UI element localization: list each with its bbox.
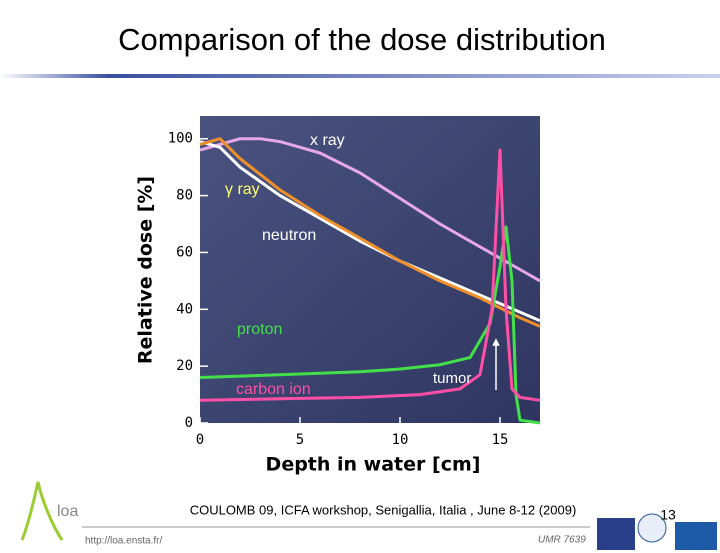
- series-label: γ ray: [225, 181, 260, 198]
- series-label: carbon ion: [236, 381, 311, 398]
- series-label: neutron: [262, 227, 316, 244]
- title-rule: [0, 74, 720, 78]
- x-tick-label: 15: [492, 432, 509, 448]
- y-tick-label: 60: [176, 244, 193, 260]
- logo-polytechnique: [597, 518, 635, 550]
- page-number: 13: [660, 507, 676, 523]
- series-label: x ray: [310, 132, 345, 149]
- x-axis-label: Depth in water [cm]: [266, 454, 481, 476]
- logo-mark: [20, 481, 64, 541]
- series-label: proton: [237, 321, 282, 338]
- series-line: [199, 225, 541, 425]
- y-tick-label: 80: [176, 188, 193, 204]
- x-tick-label: 10: [392, 432, 409, 448]
- y-tick-label: 100: [168, 131, 193, 147]
- series-line: [199, 137, 541, 283]
- x-tick-label: 0: [196, 432, 204, 448]
- citation: COULOMB 09, ICFA workshop, Senigallia, I…: [190, 502, 577, 517]
- annotation: tumor: [433, 370, 471, 387]
- logo-text: loa: [57, 503, 78, 520]
- slide-title: Comparison of the dose distribution: [118, 22, 606, 57]
- lab: UMR 7639: [538, 535, 586, 546]
- series-line: [199, 148, 541, 402]
- y-axis-label: Relative dose [%]: [135, 176, 157, 364]
- logo-cnrs: [637, 513, 667, 543]
- y-tick-label: 20: [176, 358, 193, 374]
- url: http://loa.ensta.fr/: [85, 536, 162, 547]
- y-tick-label: 0: [185, 415, 193, 431]
- x-tick-label: 5: [296, 432, 304, 448]
- y-tick-label: 40: [176, 301, 193, 317]
- logo-ensta: [675, 522, 717, 550]
